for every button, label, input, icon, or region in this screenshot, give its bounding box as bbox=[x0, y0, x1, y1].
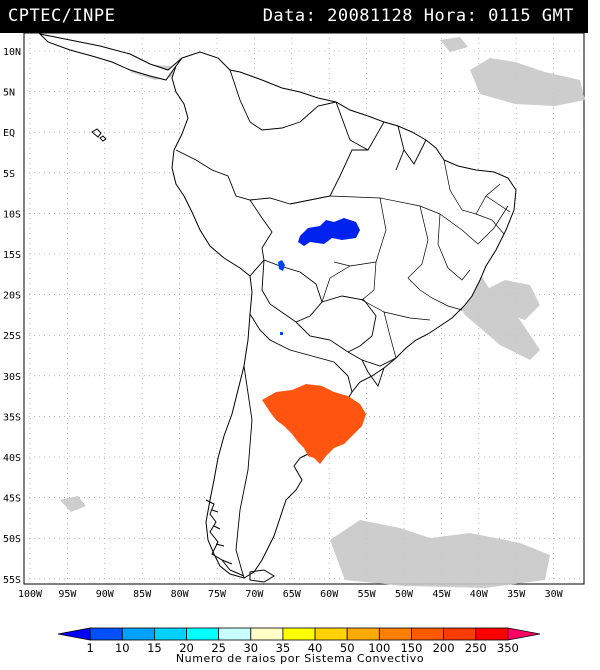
legend-value: 20 bbox=[179, 641, 194, 655]
state-borders bbox=[289, 159, 511, 359]
legend-value: 15 bbox=[147, 641, 162, 655]
legend-value: 1 bbox=[86, 641, 93, 655]
lat-label: EQ bbox=[3, 128, 15, 139]
lat-label: 35S bbox=[3, 412, 21, 423]
central-america-outline bbox=[38, 33, 183, 81]
lon-label: 80W bbox=[171, 589, 190, 600]
convective-system-blue bbox=[298, 218, 360, 246]
legend-swatch bbox=[121, 627, 155, 641]
legend-value: 50 bbox=[340, 641, 355, 655]
legend-swatch bbox=[346, 627, 380, 641]
lon-label: 90W bbox=[96, 589, 115, 600]
legend-caption: Numero de raios por Sistema Convectivo bbox=[175, 652, 425, 665]
lon-label: 35W bbox=[507, 589, 526, 600]
source-label: CPTEC/INPE bbox=[8, 6, 116, 26]
lon-label: 45W bbox=[432, 589, 451, 600]
lat-label: 15S bbox=[3, 250, 21, 261]
lat-label: 10S bbox=[3, 209, 21, 220]
lat-label: 25S bbox=[3, 331, 21, 342]
legend-value: 150 bbox=[400, 641, 422, 655]
convective-system-blue-small bbox=[278, 260, 285, 271]
lon-label: 50W bbox=[395, 589, 414, 600]
legend-value: 35 bbox=[276, 641, 291, 655]
lon-label: 30W bbox=[545, 589, 564, 600]
convective-system-blue-dot bbox=[280, 332, 283, 335]
legend-swatch bbox=[282, 627, 316, 641]
lon-label: 85W bbox=[133, 589, 152, 600]
legend-swatch bbox=[411, 627, 445, 641]
legend-value: 100 bbox=[368, 641, 390, 655]
legend-swatch bbox=[443, 627, 477, 641]
legend-value: 350 bbox=[497, 641, 519, 655]
legend-swatch bbox=[57, 627, 91, 641]
legend-value: 200 bbox=[433, 641, 455, 655]
lat-label: 30S bbox=[3, 372, 21, 383]
legend-swatch bbox=[475, 627, 509, 641]
lat-label: 10N bbox=[3, 47, 21, 58]
lon-label: 75W bbox=[208, 589, 227, 600]
lat-label: 55S bbox=[3, 575, 21, 586]
lat-label: 50S bbox=[3, 534, 21, 545]
lon-label: 60W bbox=[320, 589, 339, 600]
legend-value: 10 bbox=[115, 641, 130, 655]
lon-label: 100W bbox=[18, 589, 43, 600]
convective-system-orange bbox=[262, 384, 366, 464]
legend-swatch bbox=[218, 627, 252, 641]
legend-swatch bbox=[507, 627, 541, 641]
legend-swatch bbox=[153, 627, 187, 641]
legend-swatch bbox=[378, 627, 412, 641]
lat-label: 20S bbox=[3, 291, 21, 302]
galapagos-islands bbox=[91, 128, 107, 142]
lat-label: 45S bbox=[3, 494, 21, 505]
datetime-label: Data: 20081128 Hora: 0115 GMT bbox=[262, 6, 574, 26]
legend-value: 30 bbox=[243, 641, 258, 655]
lat-label: 5S bbox=[3, 169, 15, 180]
legend-swatch bbox=[314, 627, 348, 641]
lat-label: 40S bbox=[3, 453, 21, 464]
legend-swatch bbox=[250, 627, 284, 641]
legend-swatch bbox=[89, 627, 123, 641]
legend-value: 40 bbox=[308, 641, 323, 655]
title-bar: CPTEC/INPE Data: 20081128 Hora: 0115 GMT bbox=[0, 0, 588, 33]
lat-label: 5N bbox=[3, 88, 15, 99]
legend-colorbar: 1 10 15 20 25 30 35 40 50 100 150 200 250 350 bbox=[57, 627, 541, 655]
lon-label: 70W bbox=[245, 589, 264, 600]
lon-label: 65W bbox=[283, 589, 302, 600]
southern-archipelago bbox=[205, 499, 275, 583]
legend-swatch bbox=[186, 627, 220, 641]
lon-label: 55W bbox=[358, 589, 377, 600]
lon-label: 95W bbox=[58, 589, 77, 600]
legend-value: 250 bbox=[465, 641, 487, 655]
legend-value: 25 bbox=[211, 641, 226, 655]
lon-label: 40W bbox=[470, 589, 489, 600]
